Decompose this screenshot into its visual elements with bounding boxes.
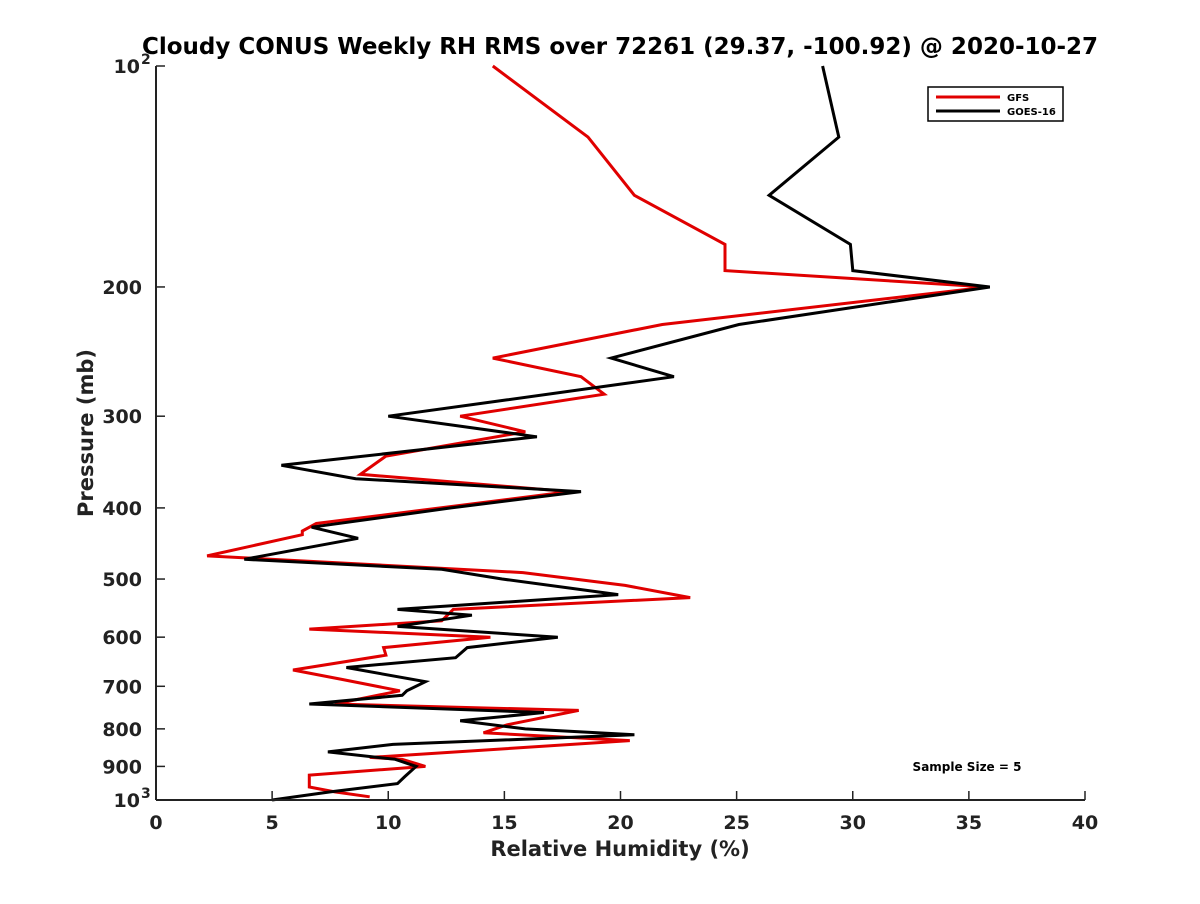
y-tick-label: 10 xyxy=(114,56,140,78)
x-axis-label: Relative Humidity (%) xyxy=(490,837,749,861)
sample-size-annotation: Sample Size = 5 xyxy=(913,760,1022,774)
y-tick-exponent: 3 xyxy=(141,786,151,802)
chart-title: Cloudy CONUS Weekly RH RMS over 72261 (2… xyxy=(142,34,1098,60)
y-tick-label: 900 xyxy=(102,756,142,778)
y-tick-label: 10 xyxy=(114,790,140,812)
data-layer xyxy=(206,64,991,802)
x-tick-label: 0 xyxy=(149,812,162,834)
y-axis-label: Pressure (mb) xyxy=(74,349,98,517)
y-tick-label: 600 xyxy=(102,627,142,649)
y-tick-label: 700 xyxy=(102,676,142,698)
x-tick-label: 35 xyxy=(956,812,982,834)
y-tick-label: 300 xyxy=(102,406,142,428)
y-tick-exponent: 2 xyxy=(141,52,151,68)
x-tick-label: 15 xyxy=(491,812,517,834)
x-tick-label: 30 xyxy=(840,812,866,834)
legend: GFS GOES-16 xyxy=(927,86,1064,122)
x-tick-label: 20 xyxy=(607,812,633,834)
legend-box xyxy=(927,86,1064,122)
y-tick-label: 800 xyxy=(102,719,142,741)
x-tick-label: 25 xyxy=(723,812,749,834)
series-line-gfs xyxy=(206,64,988,799)
y-tick-label: 500 xyxy=(102,569,142,591)
legend-label: GFS xyxy=(1007,93,1029,104)
x-tick-label: 5 xyxy=(266,812,279,834)
legend-label: GOES-16 xyxy=(1007,107,1056,118)
y-tick-label: 200 xyxy=(102,277,142,299)
x-tick-label: 40 xyxy=(1072,812,1098,834)
y-tick-label: 400 xyxy=(102,498,142,520)
series-line-goes-16 xyxy=(244,65,991,802)
x-tick-label: 10 xyxy=(375,812,401,834)
